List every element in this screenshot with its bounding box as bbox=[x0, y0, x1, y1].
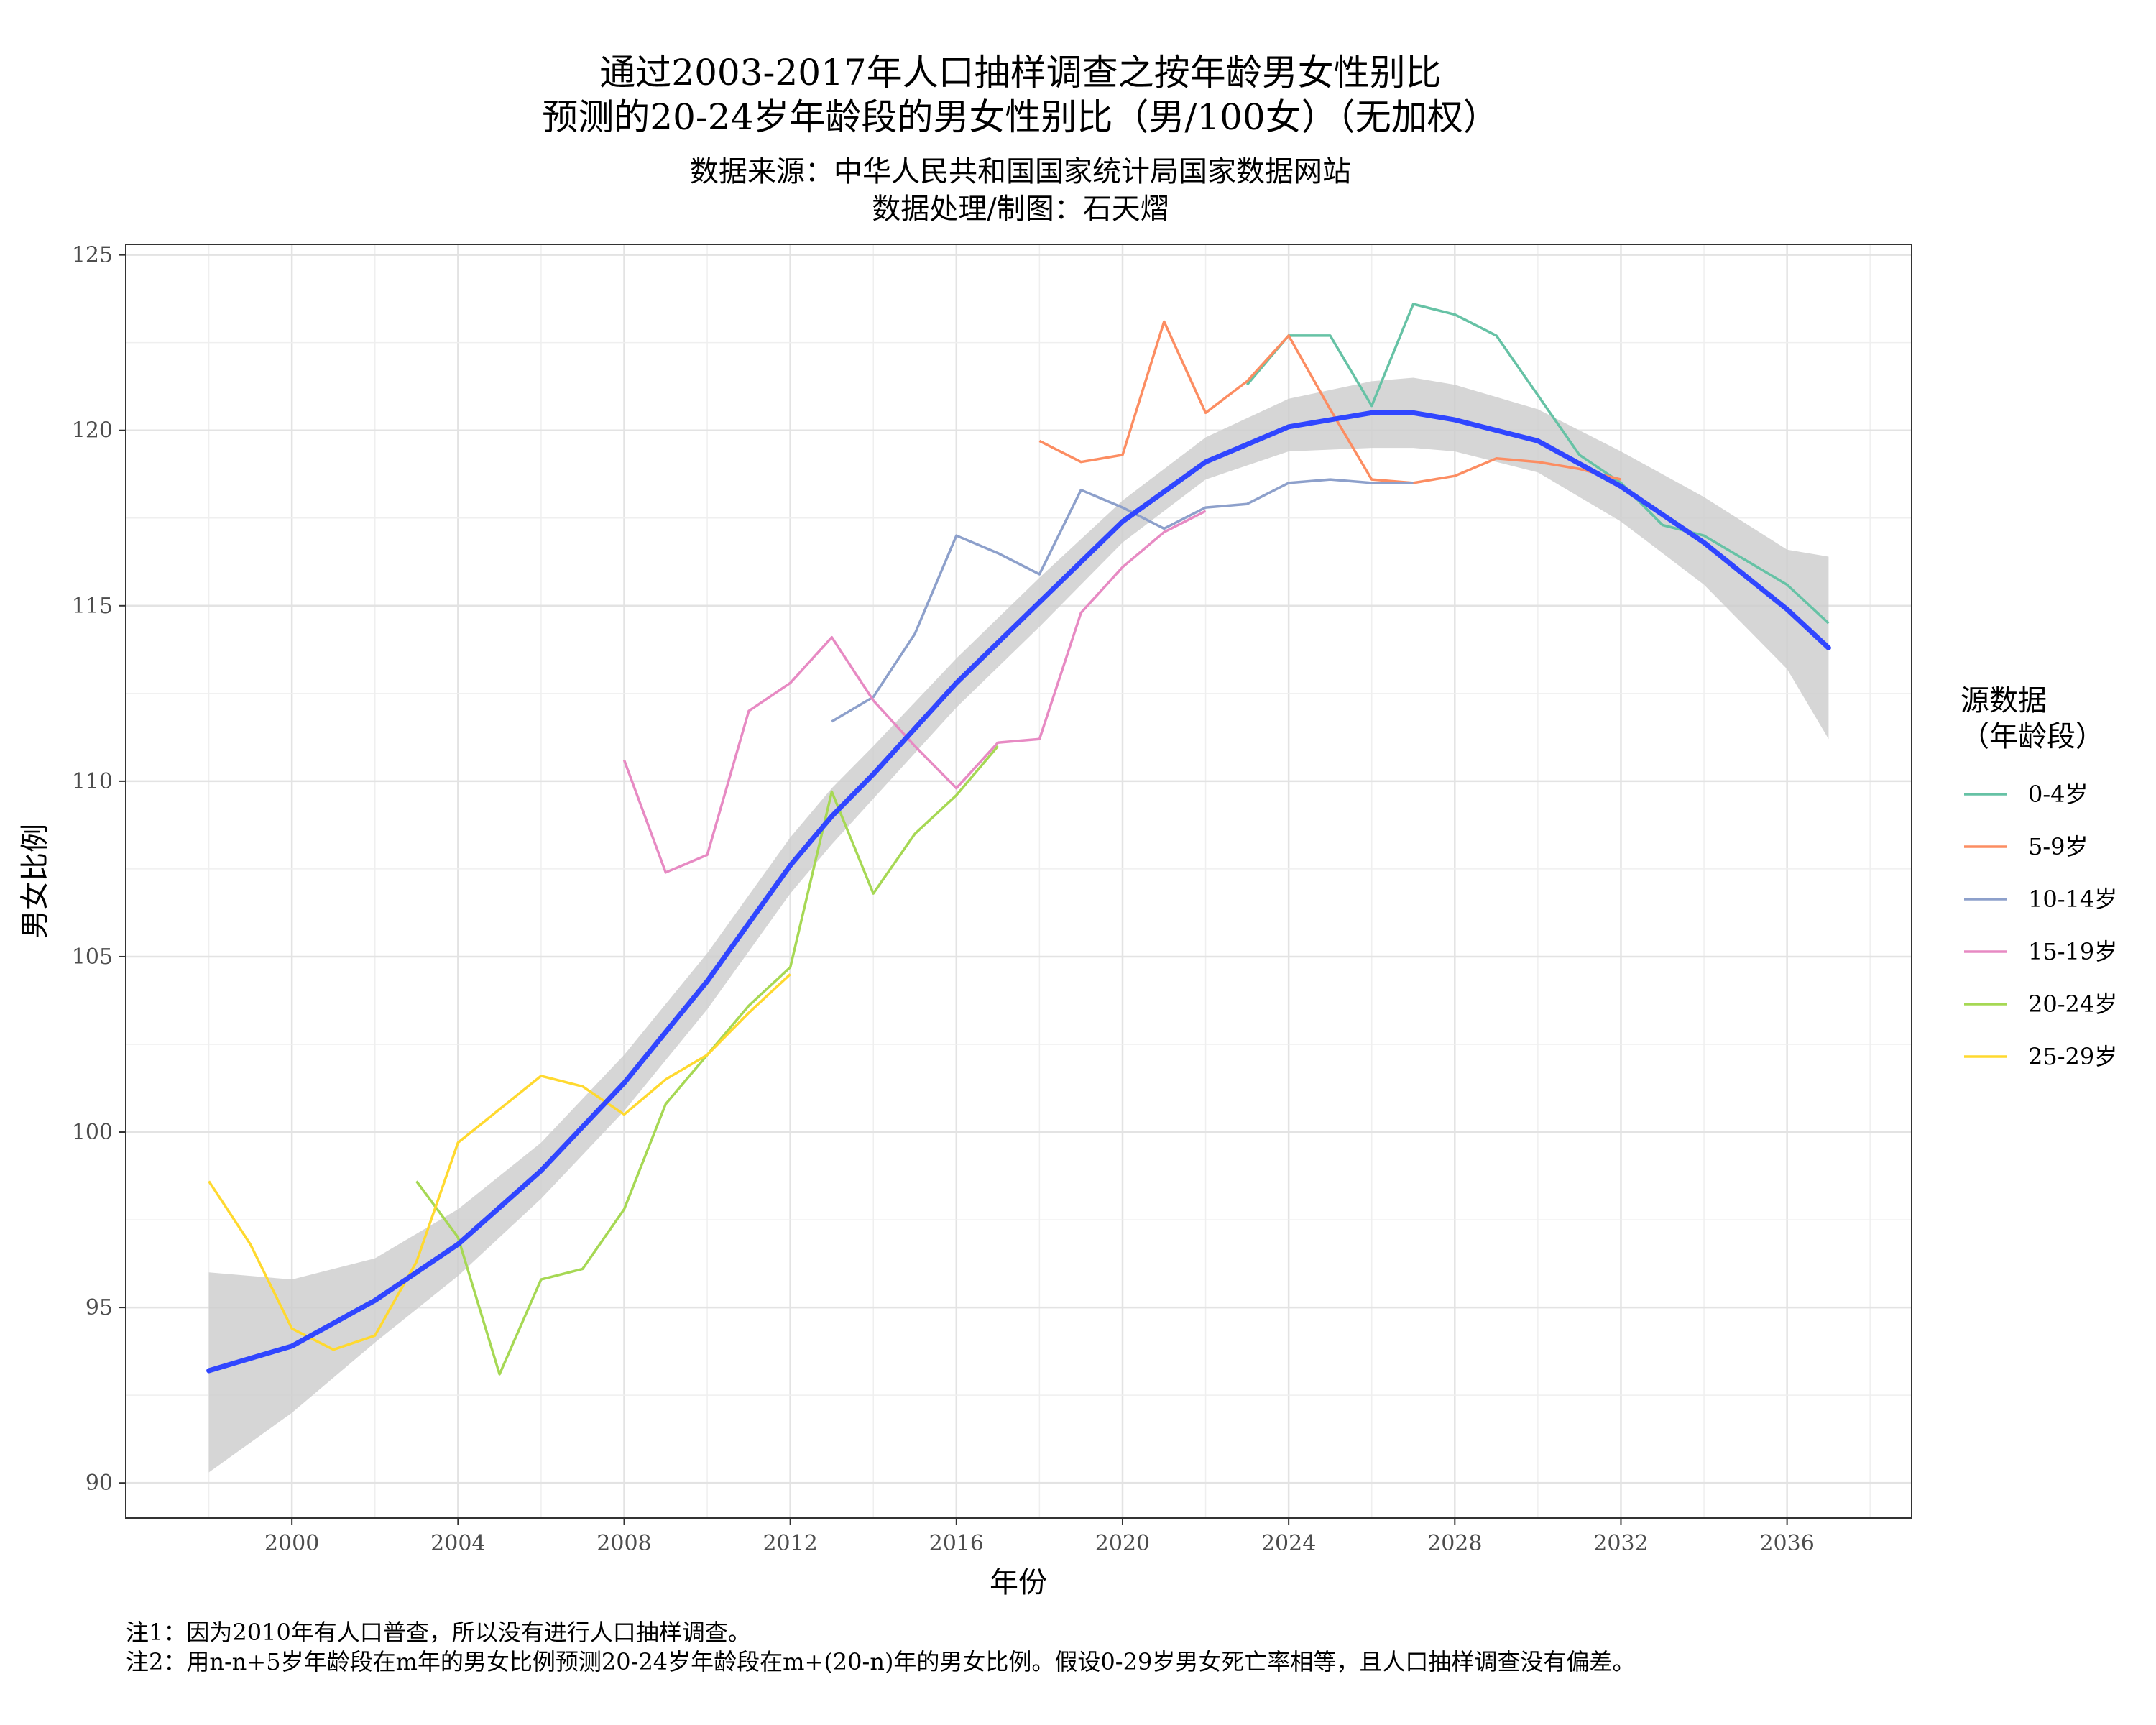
legend-label-0: 0-4岁 bbox=[2028, 781, 2088, 808]
grid bbox=[126, 244, 1912, 1518]
y-axis: 90 95 100 105 110 115 120 125 bbox=[72, 243, 126, 1496]
legend-title-line-1: 源数据 bbox=[1961, 684, 2047, 717]
confidence-band-area bbox=[208, 377, 1829, 1473]
series-line-5 bbox=[208, 973, 791, 1351]
series-line-1 bbox=[1038, 320, 1621, 484]
x-tick-label: 2012 bbox=[763, 1531, 817, 1556]
caption-line-1: 注1：因为2010年有人口普查，所以没有进行人口抽样调查。 bbox=[126, 1619, 751, 1646]
chart-subtitle-line-1: 数据来源：中华人民共和国国家统计局国家数据网站 bbox=[690, 155, 1351, 188]
y-tick-label: 120 bbox=[72, 418, 113, 443]
caption-block: 注1：因为2010年有人口普查，所以没有进行人口抽样调查。 注2：用n-n+5岁… bbox=[126, 1619, 1635, 1675]
x-tick-label: 2008 bbox=[596, 1531, 651, 1556]
x-tick-label: 2016 bbox=[929, 1531, 984, 1556]
x-tick-label: 2004 bbox=[430, 1531, 485, 1556]
smooth-trend bbox=[206, 410, 1831, 1374]
legend-label-5: 25-29岁 bbox=[2028, 1043, 2117, 1070]
y-tick-label: 100 bbox=[72, 1120, 113, 1145]
y-axis-title: 男女比例 bbox=[19, 824, 52, 939]
chart-title-line-2: 预测的20-24岁年龄段的男女性别比（男/100女）（无加权） bbox=[542, 96, 1498, 138]
x-axis: 2000 2004 2008 2012 2016 2020 2024 2028 2032 2036 bbox=[264, 1518, 1815, 1556]
series-line-2 bbox=[831, 478, 1414, 723]
y-tick-label: 115 bbox=[72, 594, 113, 619]
series-line-0 bbox=[1245, 303, 1830, 625]
smooth-trend-line bbox=[206, 410, 1831, 1374]
chart-subtitle-line-2: 数据处理/制图：石天熠 bbox=[872, 193, 1169, 226]
legend-label-4: 20-24岁 bbox=[2028, 990, 2117, 1018]
legend: 源数据 （年龄段） 0-4岁 5-9岁 10-14岁 15-19岁 20-24岁 25-2… bbox=[1961, 684, 2117, 1070]
legend-label-2: 10-14岁 bbox=[2028, 886, 2117, 913]
legend-label-1: 5-9岁 bbox=[2028, 833, 2088, 860]
y-tick-label: 95 bbox=[86, 1295, 113, 1320]
x-tick-label: 2020 bbox=[1095, 1531, 1150, 1556]
legend-title-line-2: （年龄段） bbox=[1961, 720, 2104, 753]
series-lines bbox=[208, 303, 1830, 1376]
x-tick-label: 2028 bbox=[1427, 1531, 1482, 1556]
y-tick-label: 125 bbox=[72, 243, 113, 268]
x-tick-label: 2032 bbox=[1593, 1531, 1648, 1556]
y-tick-label: 105 bbox=[72, 944, 113, 970]
x-tick-label: 2036 bbox=[1759, 1531, 1814, 1556]
series-line-3 bbox=[622, 510, 1207, 874]
x-axis-title: 年份 bbox=[990, 1566, 1047, 1599]
plot-border bbox=[125, 244, 1912, 1519]
y-tick-label: 90 bbox=[86, 1471, 113, 1496]
chart-title-line-1: 通过2003-2017年人口抽样调查之按年龄男女性别比 bbox=[599, 52, 1441, 93]
y-tick-label: 110 bbox=[72, 769, 113, 794]
legend-label-3: 15-19岁 bbox=[2028, 938, 2117, 965]
confidence-band bbox=[208, 377, 1829, 1473]
caption-line-2: 注2：用n-n+5岁年龄段在m年的男女比例预测20-24岁年龄段在m+(20-n… bbox=[126, 1648, 1635, 1675]
x-tick-label: 2024 bbox=[1261, 1531, 1316, 1556]
x-tick-label: 2000 bbox=[264, 1531, 319, 1556]
title-block: 通过2003-2017年人口抽样调查之按年龄男女性别比 预测的20-24岁年龄段… bbox=[542, 52, 1498, 226]
